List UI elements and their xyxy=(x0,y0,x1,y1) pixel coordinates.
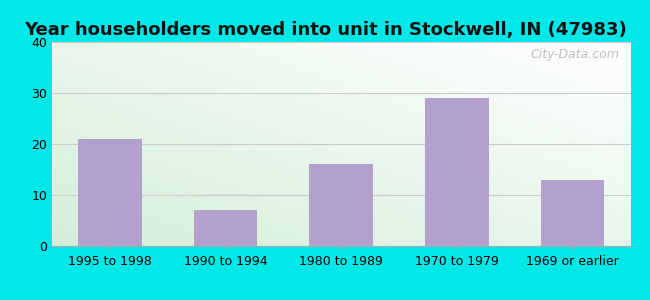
Bar xyxy=(425,98,489,246)
Bar xyxy=(541,180,604,246)
Text: Year householders moved into unit in Stockwell, IN (47983): Year householders moved into unit in Sto… xyxy=(23,21,627,39)
Bar xyxy=(309,164,373,246)
Text: City-Data.com: City-Data.com xyxy=(530,48,619,61)
Bar xyxy=(78,139,142,246)
Bar xyxy=(194,210,257,246)
